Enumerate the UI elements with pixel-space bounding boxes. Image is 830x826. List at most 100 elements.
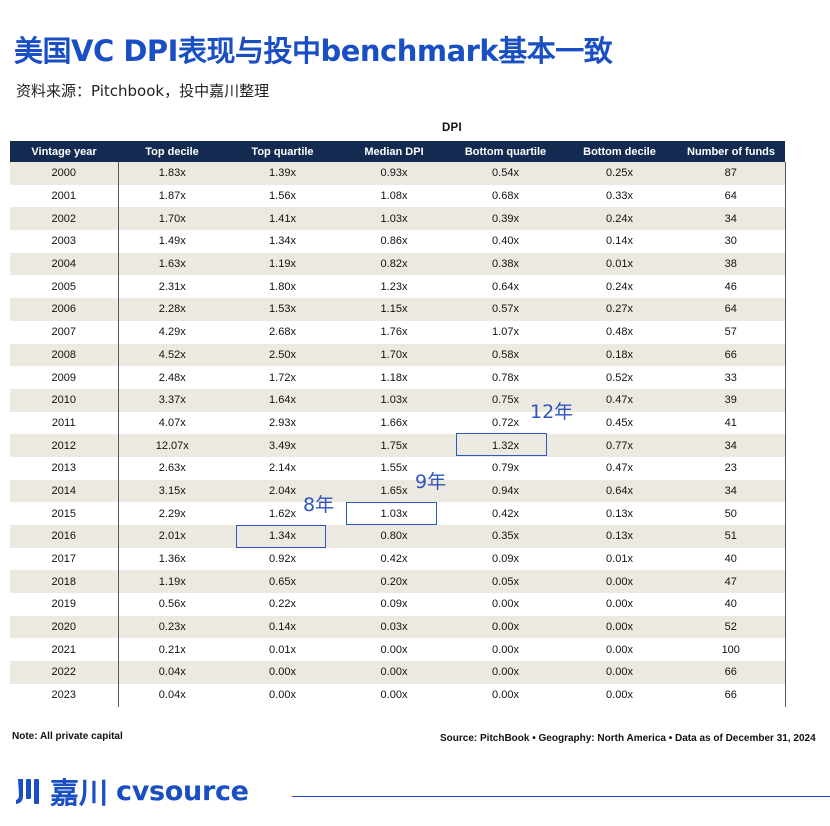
- table-row: 2010 3.37x 1.64x 1.03x 0.75x 0.47x 39: [10, 388, 786, 412]
- table-row: 2023 0.04x 0.00x 0.00x 0.00x 0.00x 66: [10, 683, 786, 707]
- table-cell: 1.36x: [118, 547, 226, 571]
- table-cell: 2012: [10, 434, 119, 457]
- table-cell: 0.39x: [449, 207, 562, 231]
- table-cell: 0.35x: [449, 525, 562, 548]
- table-cell: 0.75x: [449, 388, 562, 412]
- table-cell: 0.13x: [562, 525, 677, 548]
- table-cell: 57: [677, 320, 786, 344]
- table-row: 2014 3.15x 2.04x 1.65x 0.94x 0.64x 34: [10, 479, 786, 503]
- table-row: 2008 4.52x 2.50x 1.70x 0.58x 0.18x 66: [10, 343, 786, 367]
- table-cell: 2006: [10, 298, 119, 321]
- table-row: 2021 0.21x 0.01x 0.00x 0.00x 0.00x 100: [10, 638, 786, 662]
- table-cell: 1.07x: [449, 320, 562, 344]
- table-cell: 2.01x: [118, 525, 226, 548]
- page-subtitle: 资料来源：Pitchbook，投中嘉川整理: [16, 82, 270, 100]
- table-cell: 0.57x: [449, 298, 562, 321]
- table-cell: 0.14x: [226, 615, 339, 639]
- table-cell: 2000: [10, 162, 119, 185]
- table-row: 2000 1.83x 1.39x 0.93x 0.54x 0.25x 87: [10, 162, 786, 185]
- table-cell: 0.00x: [339, 661, 449, 684]
- table-row: 2013 2.63x 2.14x 1.55x 0.79x 0.47x 23: [10, 456, 786, 480]
- logo-text-cn: 嘉川: [50, 776, 109, 810]
- table-cell: 1.55x: [339, 456, 449, 480]
- table-header-row: Vintage year Top decile Top quartile Median…: [10, 141, 785, 162]
- table-cell: 1.80x: [226, 275, 339, 299]
- table-note: Note: All private capital: [12, 731, 123, 742]
- table-cell: 2017: [10, 547, 119, 571]
- table-cell: 0.01x: [226, 638, 339, 662]
- table-cell: 0.25x: [562, 162, 677, 185]
- table-cell: 2015: [10, 502, 119, 525]
- table-cell: 87: [677, 162, 786, 185]
- footer-divider: [292, 796, 830, 797]
- table-cell: 0.24x: [562, 275, 677, 299]
- table-cell: 0.58x: [449, 343, 562, 367]
- table-row: 2019 0.56x 0.22x 0.09x 0.00x 0.00x 40: [10, 593, 786, 616]
- table-row: 2009 2.48x 1.72x 1.18x 0.78x 0.52x 33: [10, 366, 786, 389]
- column-header: Vintage year: [10, 141, 118, 162]
- table-cell: 1.49x: [118, 230, 226, 253]
- annotation-9-years: 9年: [415, 471, 447, 493]
- table-cell: 1.41x: [226, 207, 339, 231]
- table-cell: 2.04x: [226, 479, 339, 503]
- table-cell: 1.75x: [339, 434, 449, 457]
- table-row: 2015 2.29x 1.62x 1.03x 0.42x 0.13x 50: [10, 502, 786, 525]
- table-cell: 0.42x: [339, 547, 449, 571]
- table-cell: 1.76x: [339, 320, 449, 344]
- table-cell: 40: [677, 593, 786, 616]
- table-cell: 33: [677, 366, 786, 389]
- logo-text-en: cvsource: [116, 775, 249, 807]
- page-title: 美国VC DPI表现与投中benchmark基本一致: [14, 34, 613, 68]
- table-cell: 2007: [10, 320, 119, 344]
- table-cell: 1.63x: [118, 252, 226, 276]
- table-source: Source: PitchBook • Geography: North Ame…: [440, 733, 816, 744]
- table-cell: 66: [677, 683, 786, 707]
- table-cell: 34: [677, 479, 786, 503]
- table-cell: 41: [677, 411, 786, 435]
- table-cell: 1.18x: [339, 366, 449, 389]
- table-cell: 0.04x: [118, 683, 226, 707]
- table-cell: 1.66x: [339, 411, 449, 435]
- table-cell: 0.04x: [118, 661, 226, 684]
- table-cell: 2013: [10, 456, 119, 480]
- table-cell: 0.86x: [339, 230, 449, 253]
- table-cell: 2.28x: [118, 298, 226, 321]
- table-cell: 2.48x: [118, 366, 226, 389]
- table-cell: 2.31x: [118, 275, 226, 299]
- table-cell: 2019: [10, 593, 119, 616]
- table-cell: 0.48x: [562, 320, 677, 344]
- table-cell: 0.64x: [562, 479, 677, 503]
- table-cell: 51: [677, 525, 786, 548]
- table-cell: 0.00x: [449, 593, 562, 616]
- table-cell: 0.18x: [562, 343, 677, 367]
- table-cell: 2.14x: [226, 456, 339, 480]
- table-cell: 1.39x: [226, 162, 339, 185]
- table-cell: 66: [677, 661, 786, 684]
- table-cell: 0.79x: [449, 456, 562, 480]
- table-cell: 52: [677, 615, 786, 639]
- column-header: Top quartile: [226, 141, 339, 162]
- table-cell: 0.52x: [562, 366, 677, 389]
- table-row: 2001 1.87x 1.56x 1.08x 0.68x 0.33x 64: [10, 184, 786, 208]
- column-header: Bottom decile: [562, 141, 677, 162]
- table-cell: 0.00x: [449, 615, 562, 639]
- dpi-table-container: Vintage year Top decile Top quartile Median…: [10, 141, 786, 707]
- table-cell: 2.29x: [118, 502, 226, 525]
- table-cell: 2.68x: [226, 320, 339, 344]
- table-cell: 3.37x: [118, 388, 226, 412]
- table-cell: 64: [677, 298, 786, 321]
- table-cell: 0.09x: [339, 593, 449, 616]
- highlight-box-2012-bottom-quartile: [456, 433, 547, 456]
- table-cell: 0.13x: [562, 502, 677, 525]
- table-cell: 0.24x: [562, 207, 677, 231]
- table-cell: 4.07x: [118, 411, 226, 435]
- table-cell: 0.00x: [339, 683, 449, 707]
- table-cell: 0.65x: [226, 570, 339, 594]
- table-cell: 2.93x: [226, 411, 339, 435]
- table-cell: 1.62x: [226, 502, 339, 525]
- table-cell: 46: [677, 275, 786, 299]
- table-cell: 34: [677, 434, 786, 457]
- table-cell: 1.34x: [226, 230, 339, 253]
- table-cell: 0.00x: [449, 661, 562, 684]
- table-cell: 2018: [10, 570, 119, 594]
